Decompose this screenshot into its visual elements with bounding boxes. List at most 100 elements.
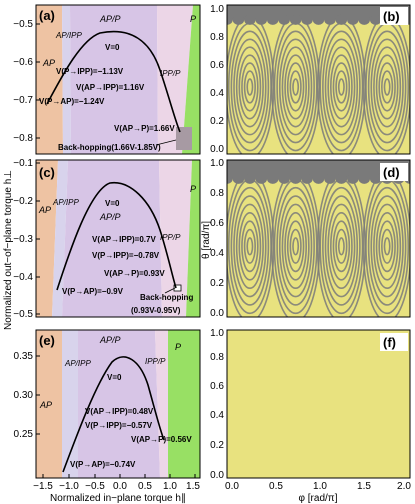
pattern-stripe	[358, 14, 370, 25]
xtick-label: 1.0	[163, 481, 177, 492]
right-yticks-b: 0.0 0.2 0.4 0.6 0.8 1.0	[210, 4, 224, 155]
ytick-label: 0.2	[210, 278, 224, 289]
region-label-ap-ipp: AP/IPP	[55, 31, 82, 40]
pattern-stripe	[281, 203, 310, 290]
pattern-stripe	[243, 70, 256, 104]
right-yticks-f: 0.0 0.2 0.4 0.6 0.8 1.0	[210, 328, 224, 481]
pattern-stripe	[246, 237, 254, 256]
xtick-label: 1.5	[186, 481, 200, 492]
ytick-label: −0.1	[13, 158, 33, 169]
pattern-stripe	[327, 203, 356, 290]
yticks-a: −0.5 −0.6 −0.7 −0.8	[13, 19, 40, 144]
right-xticks: 0.0 0.5 1.0 1.5 2.0	[225, 481, 411, 492]
pattern-stripe	[255, 14, 268, 25]
ytick-label: −0.5	[13, 309, 33, 320]
pattern-stripe	[378, 220, 396, 273]
panel-label-d: (d)	[383, 165, 400, 180]
label-ap-ipp-a: V(AP→IPP)=1.16V	[76, 83, 145, 92]
pattern-stripe	[241, 62, 259, 112]
xtick-label: −1.0	[59, 481, 79, 492]
panel-d: (d)	[226, 159, 411, 318]
ytick-label: −0.6	[13, 57, 33, 68]
ytick-label: 0.2	[210, 440, 224, 451]
voltage-curve	[46, 30, 181, 133]
pattern-stripe	[232, 173, 245, 184]
voltage-curve	[56, 182, 177, 291]
pattern-stripe	[276, 30, 315, 144]
pattern-stripe	[324, 38, 359, 136]
region-ap	[36, 330, 62, 478]
ytick-label: −0.3	[13, 234, 33, 245]
region-label-ap: AP	[42, 58, 55, 68]
label-box-b	[380, 7, 408, 25]
label-p-ap-c: V(P→AP)=−0.9V	[62, 287, 124, 296]
ytick-label: 0.0	[210, 308, 224, 319]
ytick-label: 0.25	[14, 429, 34, 440]
pattern-stripe	[335, 228, 348, 264]
pattern-stripe	[235, 203, 264, 290]
ytick-label: 0.6	[210, 381, 224, 392]
ytick-label: 1.0	[210, 328, 224, 339]
pattern-stripe	[347, 173, 359, 184]
label-ap-p-c: V(AP→P)=0.93V	[104, 269, 165, 278]
label-v0-e: V=0	[107, 373, 122, 382]
pattern-stripe	[278, 195, 313, 298]
pattern-stripe	[373, 46, 402, 128]
pattern-stripe	[230, 30, 270, 144]
pattern-stripe	[233, 38, 267, 136]
region-ipp-p	[159, 160, 192, 317]
panel-label-e: (e)	[39, 333, 55, 348]
ytick-label: 0.8	[210, 352, 224, 363]
ytick-label: 0.35	[14, 351, 34, 362]
pattern-stripe	[301, 14, 313, 25]
left-x-axis-label: Normalized in−plane torque h∥	[50, 493, 186, 504]
uniform-pattern-f	[227, 330, 410, 478]
ytick-label: −0.7	[13, 95, 33, 106]
pattern-stripe	[227, 14, 233, 25]
region-label-ap: AP	[38, 205, 51, 215]
pattern-stripe	[244, 173, 256, 184]
ytick-label: 1.0	[210, 158, 224, 169]
right-yticks-d: 0.0 0.2 0.4 0.6 0.8 1.0	[210, 158, 224, 319]
pattern-stripe	[373, 203, 402, 290]
region-ap	[36, 5, 63, 154]
pattern-stripe	[278, 14, 290, 25]
region-label-ipp-p: IPP/P	[160, 69, 181, 78]
ytick-label: −0.2	[13, 196, 33, 207]
pattern-stripe	[292, 237, 300, 256]
frame-d	[226, 159, 411, 318]
region-label-ap: AP	[39, 400, 52, 410]
pattern-stripe	[230, 186, 270, 306]
panel-e: (e) AP AP/IPP AP/P IPP/P P V=0 V(AP→IPP)…	[14, 329, 201, 492]
region-p	[182, 5, 200, 154]
region-p	[186, 160, 200, 317]
ytick-label: 0.8	[210, 188, 224, 199]
backhop-region	[173, 284, 182, 292]
region-label-p: P	[190, 184, 196, 194]
panel-label-c: (c)	[39, 165, 55, 180]
label-ap-ipp-e: V(AP→IPP)=0.48V	[85, 407, 154, 416]
backhop-arrow-a	[155, 139, 177, 146]
pattern-stripe	[369, 173, 382, 184]
pattern-stripe	[271, 170, 321, 317]
xtick-label: 0.5	[269, 481, 283, 492]
voltage-curve	[62, 356, 165, 473]
region-label-p: P	[175, 342, 181, 352]
pattern-stripe	[284, 212, 307, 281]
pattern-stripe	[278, 173, 290, 184]
pattern-stripe	[370, 38, 404, 136]
xticks-left: −1.5 −1.0 −0.5 0.0 0.5 1.0 1.5	[33, 474, 200, 492]
pattern-stripe	[284, 54, 307, 120]
region-label-ipp-p: IPP/P	[145, 357, 166, 366]
ytick-label: 0.4	[210, 410, 224, 421]
pattern-stripe	[332, 62, 351, 112]
label-p-ap-a: V(P→AP)=−1.24V	[39, 97, 105, 106]
pattern-stripe	[289, 228, 302, 264]
label-backhop-range-c: (0.93V-0.95V)	[131, 306, 181, 315]
pattern-d	[227, 160, 410, 317]
xtick-label: 0.0	[113, 481, 127, 492]
region-label-ipp-p: IPP/P	[160, 233, 181, 242]
region-ap-p	[62, 160, 162, 317]
pattern-stripe	[335, 70, 348, 104]
xtick-label: 2.0	[397, 481, 411, 492]
